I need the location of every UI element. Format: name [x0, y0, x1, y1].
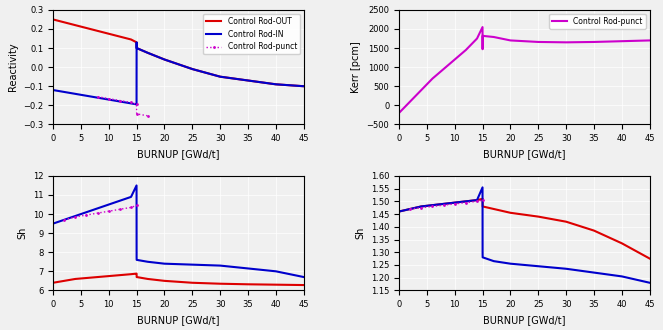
Y-axis label: Kerr [pcm]: Kerr [pcm]	[351, 41, 361, 93]
X-axis label: BURNUP [GWd/t]: BURNUP [GWd/t]	[483, 315, 566, 325]
Control Rod-IN	[300, 84, 308, 88]
Control Rod-IN	[272, 82, 280, 86]
Control Rod-IN	[133, 40, 141, 44]
Control Rod-punct	[105, 97, 113, 101]
Control Rod-OUT	[60, 20, 68, 24]
Control Rod-punct	[116, 99, 124, 103]
Control Rod-punct	[428, 77, 436, 81]
Control Rod-punct	[451, 57, 459, 61]
Control Rod-punct	[93, 95, 101, 99]
Y-axis label: Sh: Sh	[355, 227, 365, 239]
Legend: Control Rod-punct: Control Rod-punct	[549, 14, 646, 29]
Control Rod-IN	[116, 100, 124, 104]
Control Rod-punct	[562, 40, 570, 44]
Control Rod-OUT	[93, 29, 101, 33]
Control Rod-punct	[507, 39, 514, 43]
Control Rod-punct	[646, 39, 654, 43]
Line: Control Rod-IN: Control Rod-IN	[53, 42, 304, 104]
Y-axis label: Sh: Sh	[17, 227, 27, 239]
Control Rod-OUT	[272, 82, 280, 86]
Control Rod-OUT	[127, 38, 135, 42]
Control Rod-OUT	[133, 40, 141, 44]
Control Rod-OUT	[300, 84, 308, 88]
Control Rod-OUT	[72, 23, 80, 27]
Control Rod-IN	[82, 94, 90, 98]
Control Rod-punct	[479, 25, 487, 29]
Control Rod-IN	[133, 102, 141, 106]
Control Rod-punct	[473, 37, 481, 41]
Control Rod-IN	[144, 51, 152, 55]
Control Rod-IN	[244, 79, 252, 82]
Control Rod-IN	[49, 88, 57, 92]
Control Rod-punct	[534, 40, 542, 44]
Control Rod-punct	[144, 114, 152, 118]
Line: Control Rod-OUT: Control Rod-OUT	[53, 19, 304, 86]
Control Rod-punct	[479, 34, 487, 38]
Control Rod-IN	[72, 92, 80, 96]
Control Rod-OUT	[160, 57, 168, 61]
Line: Control Rod-punct: Control Rod-punct	[399, 27, 650, 113]
Control Rod-punct	[395, 111, 403, 115]
X-axis label: BURNUP [GWd/t]: BURNUP [GWd/t]	[137, 149, 219, 159]
Control Rod-OUT	[116, 35, 124, 39]
Control Rod-IN	[60, 90, 68, 94]
Control Rod-OUT	[133, 40, 141, 44]
Control Rod-punct	[479, 47, 487, 51]
Control Rod-punct	[440, 67, 448, 71]
Control Rod-OUT	[105, 32, 113, 36]
Control Rod-IN	[160, 57, 168, 61]
Control Rod-punct	[590, 40, 598, 44]
Control Rod-OUT	[188, 67, 196, 71]
X-axis label: BURNUP [GWd/t]: BURNUP [GWd/t]	[137, 315, 219, 325]
Control Rod-OUT	[144, 51, 152, 55]
Legend: Control Rod-OUT, Control Rod-IN, Control Rod-punct: Control Rod-OUT, Control Rod-IN, Control…	[203, 14, 300, 54]
Control Rod-punct	[417, 88, 425, 92]
Control Rod-OUT	[49, 17, 57, 21]
Control Rod-IN	[188, 67, 196, 71]
Control Rod-IN	[105, 98, 113, 102]
X-axis label: BURNUP [GWd/t]: BURNUP [GWd/t]	[483, 149, 566, 159]
Control Rod-IN	[216, 75, 224, 79]
Control Rod-OUT	[82, 26, 90, 30]
Control Rod-punct	[133, 102, 141, 106]
Control Rod-OUT	[216, 75, 224, 79]
Control Rod-punct	[406, 100, 414, 104]
Control Rod-IN	[133, 46, 141, 50]
Control Rod-punct	[462, 48, 470, 52]
Control Rod-punct	[618, 39, 626, 43]
Y-axis label: Reactivity: Reactivity	[7, 43, 17, 91]
Control Rod-IN	[93, 96, 101, 100]
Control Rod-punct	[490, 35, 498, 39]
Control Rod-IN	[127, 101, 135, 105]
Line: Control Rod-punct: Control Rod-punct	[96, 95, 149, 117]
Control Rod-OUT	[133, 46, 141, 50]
Control Rod-punct	[133, 112, 141, 116]
Control Rod-OUT	[244, 79, 252, 82]
Control Rod-punct	[127, 100, 135, 104]
